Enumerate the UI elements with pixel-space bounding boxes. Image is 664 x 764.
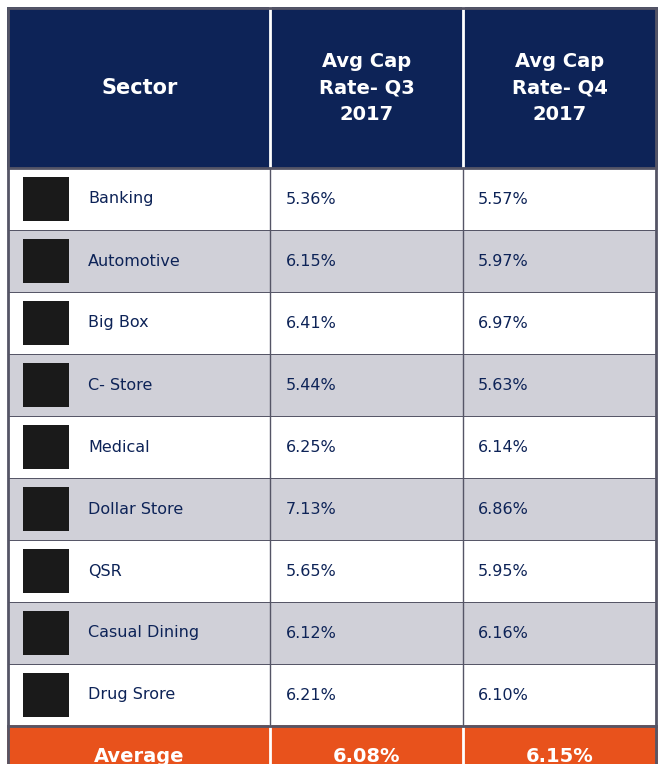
Text: Sector: Sector bbox=[101, 78, 177, 98]
Text: 6.41%: 6.41% bbox=[286, 316, 336, 331]
Bar bbox=[8, 8, 270, 168]
Bar bbox=[8, 230, 270, 292]
Bar bbox=[463, 8, 656, 168]
Bar bbox=[8, 602, 270, 664]
Bar bbox=[463, 664, 656, 726]
Bar bbox=[23, 549, 69, 593]
Bar bbox=[23, 301, 69, 345]
Bar bbox=[463, 726, 656, 764]
Text: C- Store: C- Store bbox=[88, 377, 152, 393]
Text: 6.16%: 6.16% bbox=[478, 626, 529, 640]
Bar bbox=[23, 239, 69, 283]
Bar bbox=[23, 673, 69, 717]
Text: Medical: Medical bbox=[88, 439, 149, 455]
Text: 5.97%: 5.97% bbox=[478, 254, 529, 268]
Text: 6.15%: 6.15% bbox=[526, 747, 594, 764]
Bar bbox=[270, 230, 463, 292]
Bar bbox=[463, 168, 656, 230]
Bar bbox=[270, 354, 463, 416]
Text: 6.25%: 6.25% bbox=[286, 439, 336, 455]
Bar bbox=[270, 664, 463, 726]
Text: Average: Average bbox=[94, 747, 185, 764]
Text: 6.21%: 6.21% bbox=[286, 688, 336, 703]
Text: Casual Dining: Casual Dining bbox=[88, 626, 199, 640]
Bar bbox=[463, 354, 656, 416]
Text: 5.65%: 5.65% bbox=[286, 564, 336, 578]
Bar bbox=[463, 230, 656, 292]
Bar bbox=[270, 540, 463, 602]
Text: 6.15%: 6.15% bbox=[286, 254, 336, 268]
Text: Big Box: Big Box bbox=[88, 316, 149, 331]
Bar bbox=[270, 168, 463, 230]
Text: 5.63%: 5.63% bbox=[478, 377, 529, 393]
Text: Drug Srore: Drug Srore bbox=[88, 688, 175, 703]
Bar bbox=[270, 8, 463, 168]
Bar bbox=[8, 354, 270, 416]
Text: 6.86%: 6.86% bbox=[478, 501, 529, 516]
Text: Automotive: Automotive bbox=[88, 254, 181, 268]
Text: 6.10%: 6.10% bbox=[478, 688, 529, 703]
Text: 5.57%: 5.57% bbox=[478, 192, 529, 206]
Bar bbox=[270, 602, 463, 664]
Bar bbox=[8, 416, 270, 478]
Bar bbox=[463, 478, 656, 540]
Bar bbox=[8, 664, 270, 726]
Bar bbox=[23, 177, 69, 221]
Text: Dollar Store: Dollar Store bbox=[88, 501, 183, 516]
Bar bbox=[23, 611, 69, 655]
Text: 6.97%: 6.97% bbox=[478, 316, 529, 331]
Text: QSR: QSR bbox=[88, 564, 122, 578]
Bar bbox=[270, 292, 463, 354]
Text: 7.13%: 7.13% bbox=[286, 501, 336, 516]
Bar bbox=[8, 292, 270, 354]
Text: 5.44%: 5.44% bbox=[286, 377, 336, 393]
Bar bbox=[8, 726, 270, 764]
Bar bbox=[463, 602, 656, 664]
Text: Avg Cap
Rate- Q4
2017: Avg Cap Rate- Q4 2017 bbox=[511, 52, 608, 124]
Bar bbox=[270, 478, 463, 540]
Bar bbox=[8, 168, 270, 230]
Bar bbox=[463, 416, 656, 478]
Text: 5.36%: 5.36% bbox=[286, 192, 336, 206]
Text: 6.08%: 6.08% bbox=[333, 747, 400, 764]
Text: 6.14%: 6.14% bbox=[478, 439, 529, 455]
Text: 5.95%: 5.95% bbox=[478, 564, 529, 578]
Bar bbox=[463, 540, 656, 602]
Bar bbox=[23, 363, 69, 407]
Bar bbox=[463, 292, 656, 354]
Text: Banking: Banking bbox=[88, 192, 153, 206]
Bar bbox=[8, 540, 270, 602]
Bar bbox=[270, 726, 463, 764]
Text: Avg Cap
Rate- Q3
2017: Avg Cap Rate- Q3 2017 bbox=[319, 52, 414, 124]
Text: 6.12%: 6.12% bbox=[286, 626, 336, 640]
Bar bbox=[8, 478, 270, 540]
Bar bbox=[23, 487, 69, 531]
Bar bbox=[270, 416, 463, 478]
Bar bbox=[23, 425, 69, 469]
